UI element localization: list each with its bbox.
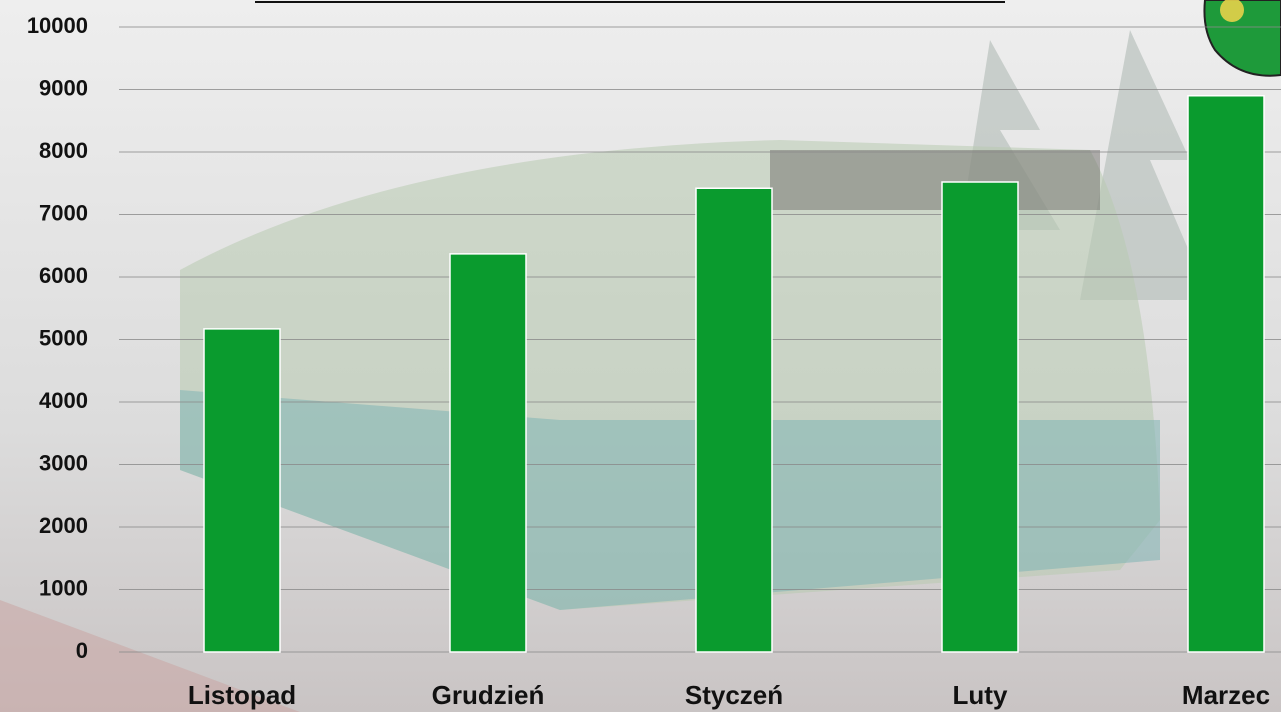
x-tick-label: Listopad bbox=[188, 680, 296, 710]
bar bbox=[942, 182, 1018, 652]
x-tick-label: Marzec bbox=[1182, 680, 1270, 710]
y-tick-label: 4000 bbox=[39, 388, 88, 413]
bar bbox=[204, 329, 280, 652]
y-tick-label: 0 bbox=[76, 638, 88, 663]
bar bbox=[696, 188, 772, 652]
x-tick-label: Styczeń bbox=[685, 680, 783, 710]
chart: 0 1000 2000 3000 4000 5000 6000 7000 8000 9000 100… bbox=[0, 0, 1281, 712]
bar bbox=[1188, 96, 1264, 652]
y-tick-label: 3000 bbox=[39, 450, 88, 475]
x-tick-label: Luty bbox=[953, 680, 1008, 710]
x-tick-label: Grudzień bbox=[432, 680, 545, 710]
y-tick-label: 1000 bbox=[39, 575, 88, 600]
y-tick-label: 2000 bbox=[39, 513, 88, 538]
y-tick-label: 10000 bbox=[27, 13, 88, 38]
y-tick-label: 7000 bbox=[39, 200, 88, 225]
y-tick-label: 5000 bbox=[39, 325, 88, 350]
background-photo bbox=[0, 0, 1281, 712]
bar bbox=[450, 254, 526, 652]
page: {"chart_data": {"type": "bar", "categori… bbox=[0, 0, 1281, 712]
y-tick-label: 6000 bbox=[39, 263, 88, 288]
y-tick-label: 9000 bbox=[39, 75, 88, 100]
y-tick-label: 8000 bbox=[39, 138, 88, 163]
